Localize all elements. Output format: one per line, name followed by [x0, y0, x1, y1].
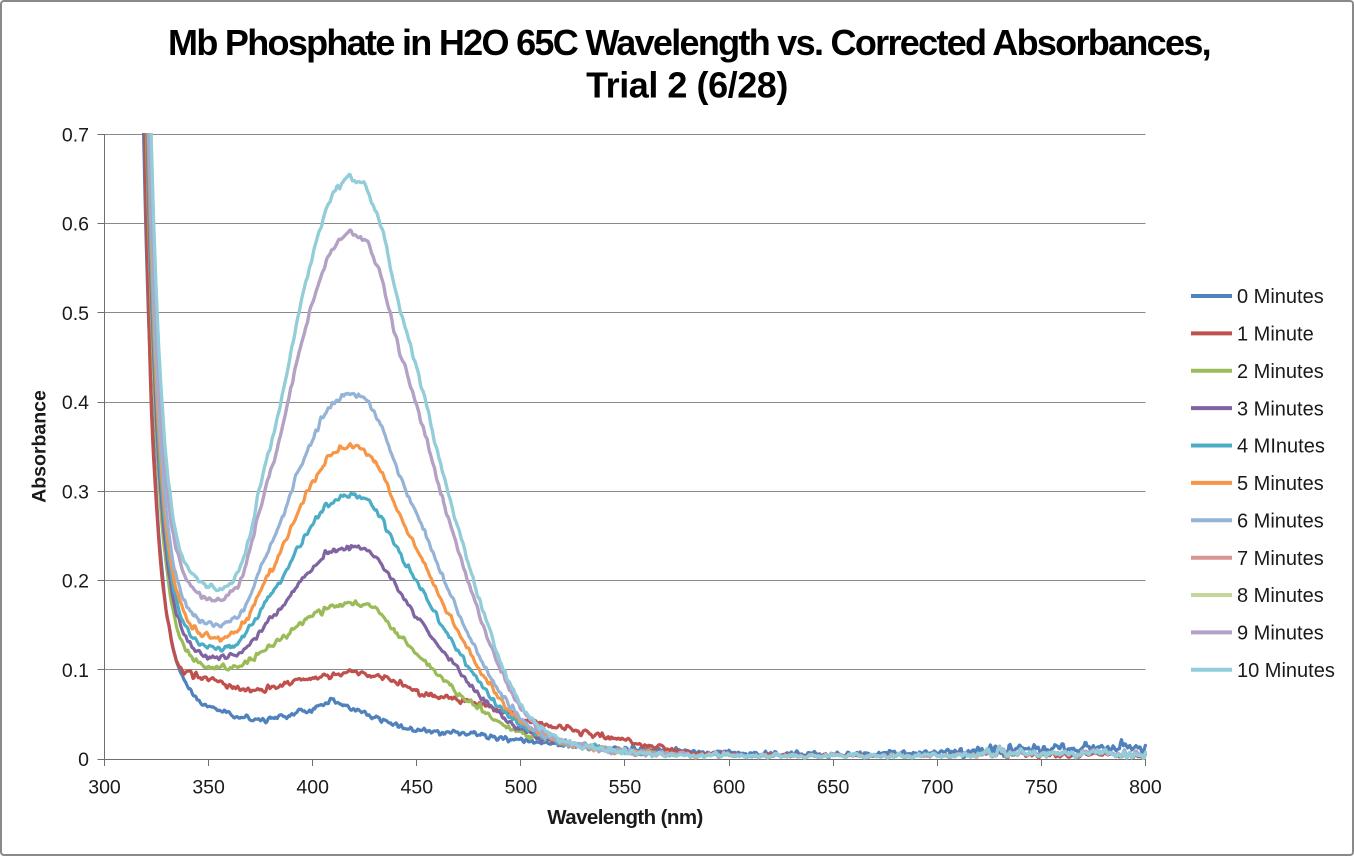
- svg-text:0.3: 0.3: [62, 481, 89, 503]
- svg-text:8 Minutes: 8 Minutes: [1237, 585, 1324, 607]
- svg-text:750: 750: [1025, 777, 1058, 799]
- svg-text:0: 0: [78, 749, 89, 771]
- svg-text:Trial 2 (6/28): Trial 2 (6/28): [586, 65, 788, 106]
- svg-text:10 Minutes: 10 Minutes: [1237, 660, 1335, 682]
- svg-text:6 Minutes: 6 Minutes: [1237, 511, 1324, 533]
- svg-text:1 Minute: 1 Minute: [1237, 324, 1314, 346]
- svg-text:300: 300: [88, 777, 121, 799]
- svg-text:2 Minutes: 2 Minutes: [1237, 361, 1324, 383]
- svg-text:400: 400: [296, 777, 329, 799]
- svg-text:0 Minutes: 0 Minutes: [1237, 286, 1324, 308]
- svg-text:Mb Phosphate in H2O 65C Wavele: Mb Phosphate in H2O 65C Wavelength vs. C…: [168, 22, 1210, 63]
- svg-text:7 Minutes: 7 Minutes: [1237, 548, 1324, 570]
- svg-text:500: 500: [505, 777, 538, 799]
- svg-text:Absorbance: Absorbance: [29, 390, 51, 503]
- svg-text:0.6: 0.6: [62, 214, 89, 236]
- svg-text:0.1: 0.1: [62, 660, 89, 682]
- svg-text:0.7: 0.7: [62, 124, 89, 146]
- svg-text:350: 350: [192, 777, 225, 799]
- svg-text:5 Minutes: 5 Minutes: [1237, 473, 1324, 495]
- svg-text:3 Minutes: 3 Minutes: [1237, 398, 1324, 420]
- svg-text:4 MInutes: 4 MInutes: [1237, 436, 1325, 458]
- svg-text:0.2: 0.2: [62, 571, 89, 593]
- svg-text:600: 600: [713, 777, 746, 799]
- svg-text:9 Minutes: 9 Minutes: [1237, 623, 1324, 645]
- svg-text:800: 800: [1129, 777, 1162, 799]
- svg-text:0.5: 0.5: [62, 303, 89, 325]
- svg-text:700: 700: [921, 777, 954, 799]
- svg-text:0.4: 0.4: [62, 392, 89, 414]
- svg-text:450: 450: [401, 777, 434, 799]
- svg-text:650: 650: [817, 777, 850, 799]
- svg-text:550: 550: [609, 777, 642, 799]
- svg-text:Wavelength (nm): Wavelength (nm): [547, 806, 702, 829]
